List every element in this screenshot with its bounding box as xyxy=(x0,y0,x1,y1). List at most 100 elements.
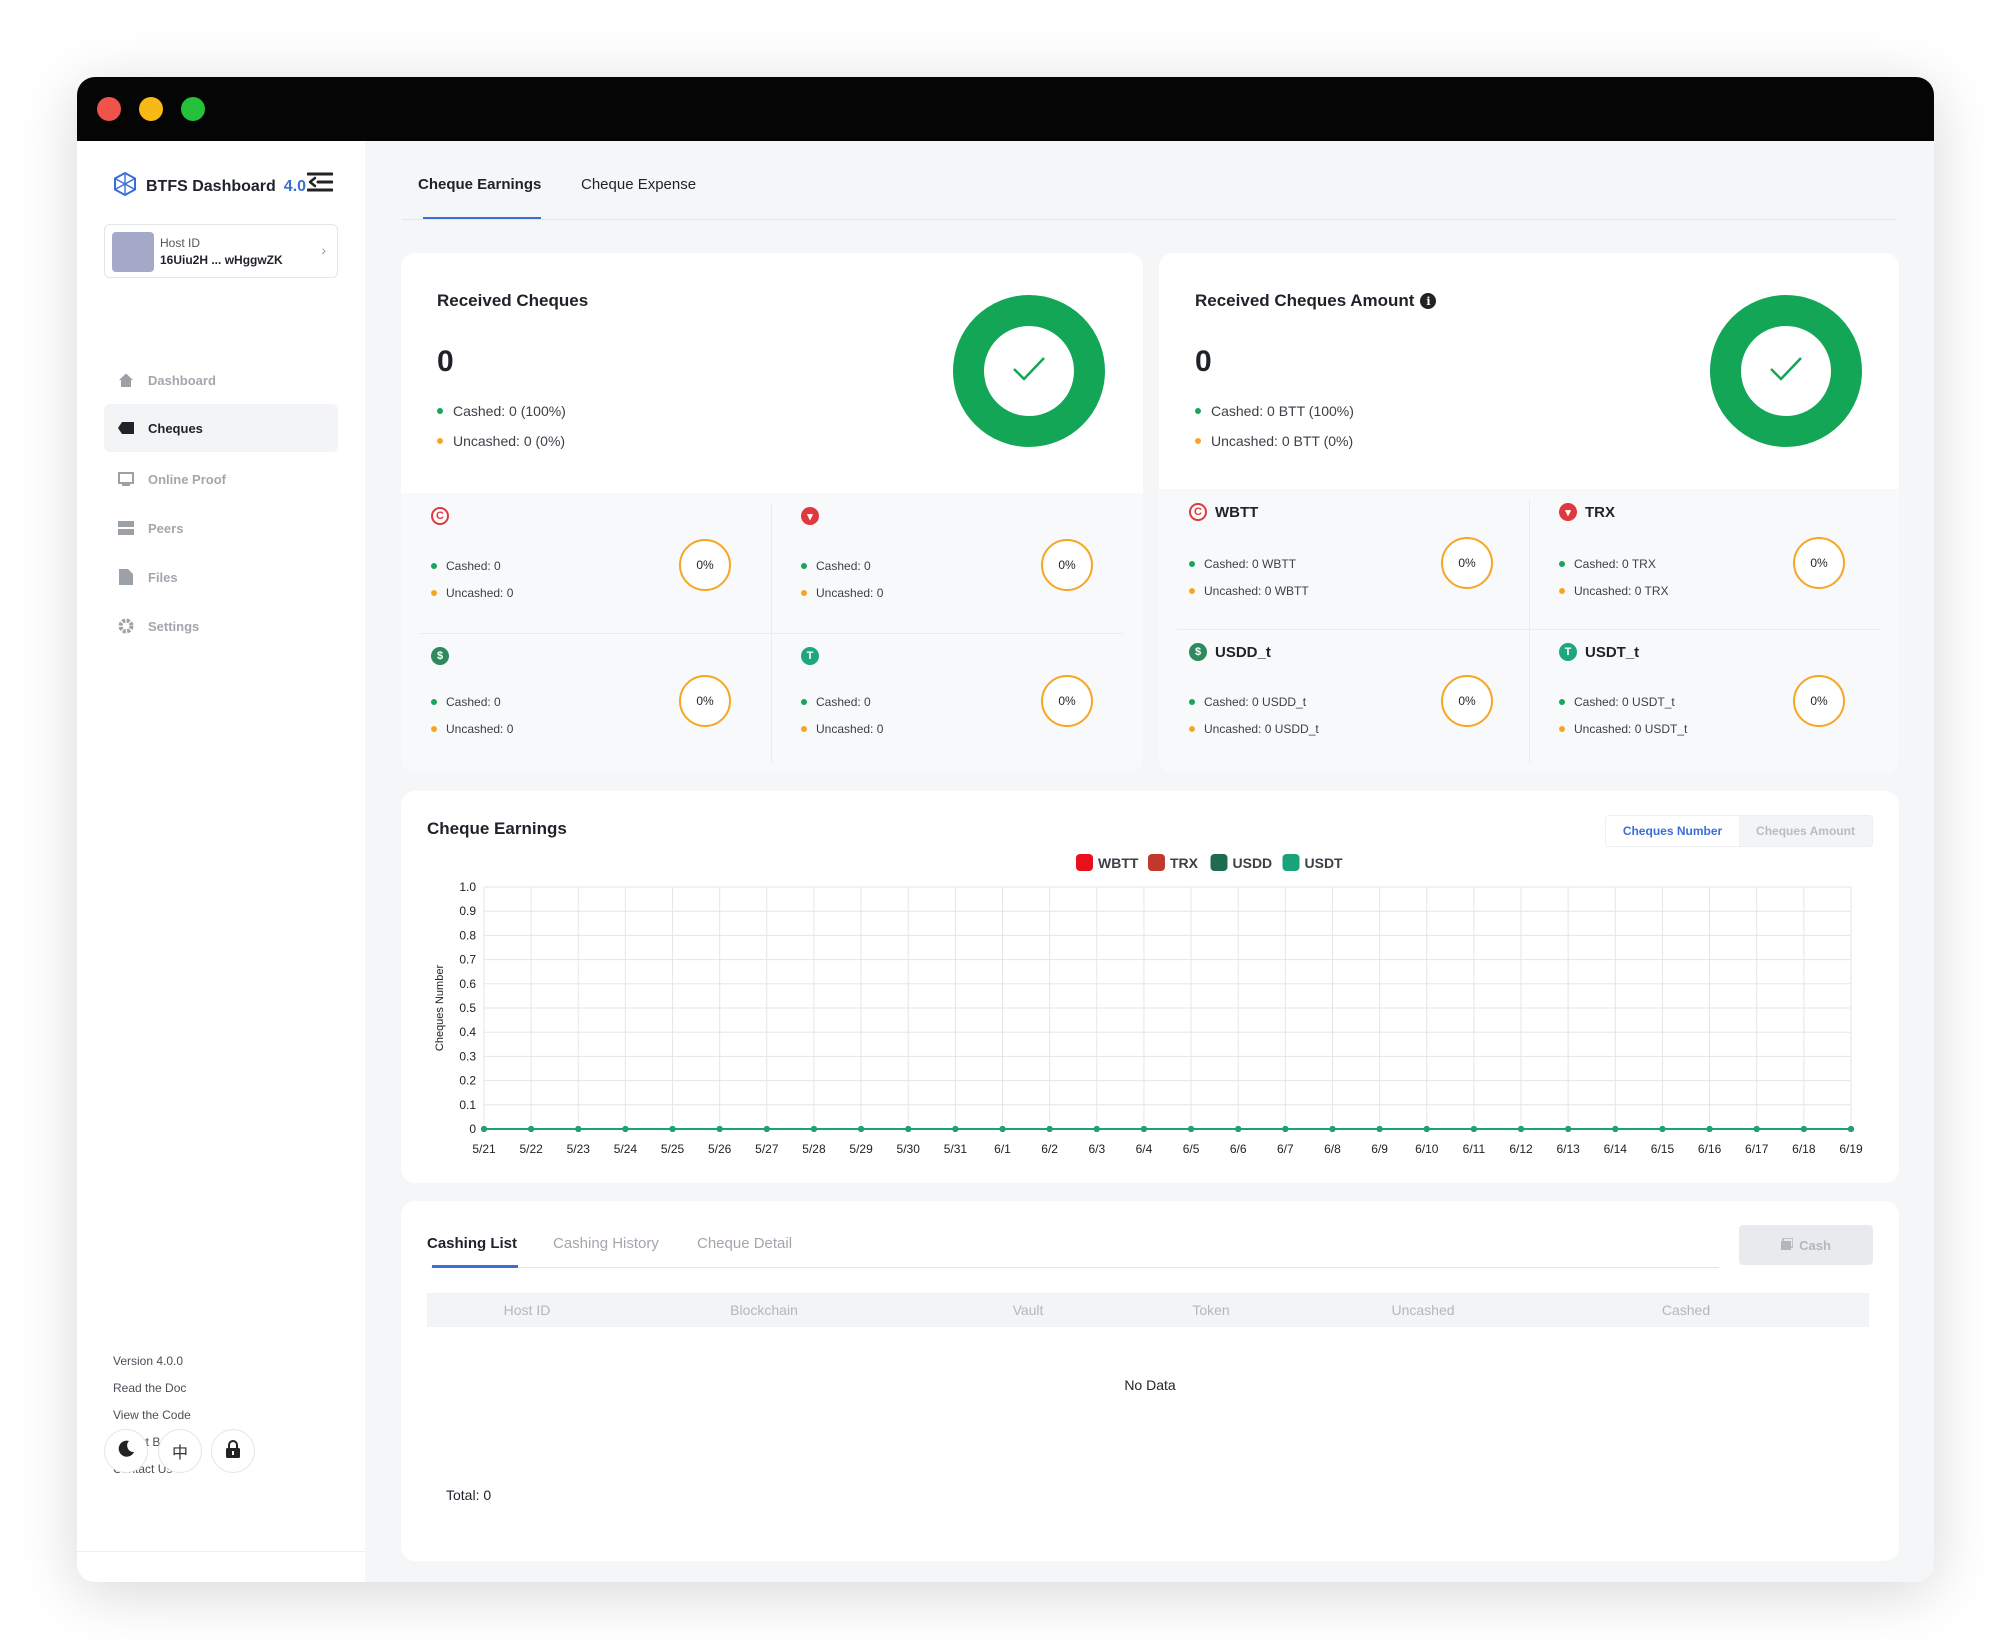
cash-icon xyxy=(1781,1236,1794,1253)
data-point-usdt xyxy=(622,1126,629,1132)
tab-cashing-list[interactable]: Cashing List xyxy=(427,1235,518,1252)
host-id-value: 16Uiu2H ... wHggwZK xyxy=(160,253,283,267)
tab-cheque-expense[interactable]: Cheque Expense xyxy=(581,176,697,193)
percent-badge: 0% xyxy=(1793,537,1845,589)
trx-icon: ▾ xyxy=(801,507,819,525)
cashed-ratio-donut xyxy=(953,295,1105,447)
home-icon xyxy=(118,372,134,388)
cheques-number-option[interactable]: Cheques Number xyxy=(1606,816,1739,846)
percent-badge: 0% xyxy=(1041,675,1093,727)
cashed-summary: Cashed: 0 (100%) xyxy=(437,403,566,419)
check-icon xyxy=(1769,356,1803,387)
y-tick-label: 0.5 xyxy=(459,1001,476,1015)
x-tick-label: 6/2 xyxy=(1041,1142,1058,1156)
collapse-sidebar-icon[interactable] xyxy=(306,171,334,193)
token-cell-usdd: $ Cashed: 0 Uncashed: 0 0% xyxy=(401,633,771,773)
view-the-code-link[interactable]: View the Code xyxy=(113,1408,191,1422)
chart-metric-toggle: Cheques Number Cheques Amount xyxy=(1605,815,1873,847)
nav-item-online-proof[interactable]: Online Proof xyxy=(104,455,338,503)
data-point-usdt xyxy=(999,1126,1006,1132)
gear-icon xyxy=(118,618,134,634)
maximize-window-button[interactable] xyxy=(181,97,205,121)
token-cell-trx: ▾ TRX Cashed: 0 TRX Uncashed: 0 TRX 0% xyxy=(1529,489,1899,629)
info-icon[interactable]: i xyxy=(1420,293,1437,309)
nav-item-dashboard[interactable]: Dashboard xyxy=(104,356,338,404)
y-tick-label: 0.1 xyxy=(459,1098,476,1112)
tab-cashing-history[interactable]: Cashing History xyxy=(553,1235,659,1252)
y-tick-label: 1.0 xyxy=(459,880,476,894)
col-vault: Vault xyxy=(1012,1302,1044,1318)
y-axis-label: Cheques Number xyxy=(434,965,446,1052)
data-point-usdt xyxy=(1093,1126,1100,1132)
data-point-usdt xyxy=(575,1126,582,1132)
minimize-window-button[interactable] xyxy=(139,97,163,121)
cash-button[interactable]: Cash xyxy=(1739,1225,1873,1265)
wbtt-icon: C xyxy=(431,507,449,525)
nav-label: Files xyxy=(148,569,178,585)
read-the-doc-link[interactable]: Read the Doc xyxy=(113,1381,187,1395)
data-point-usdt xyxy=(1046,1126,1053,1132)
lock-icon xyxy=(225,1439,241,1463)
tab-cheque-earnings[interactable]: Cheque Earnings xyxy=(418,176,542,193)
token-cell-usdt: T USDT_t Cashed: 0 USDT_t Uncashed: 0 USD… xyxy=(1529,629,1899,773)
token-name: USDT_t xyxy=(1585,643,1640,661)
tabs-divider xyxy=(402,219,1896,220)
data-point-usdt xyxy=(1800,1126,1807,1132)
lock-button[interactable] xyxy=(211,1429,255,1473)
brand-version: 4.0 xyxy=(283,177,307,195)
tab-cheque-detail[interactable]: Cheque Detail xyxy=(697,1235,793,1252)
data-point-usdt xyxy=(1376,1126,1383,1132)
nav-label: Settings xyxy=(148,618,200,634)
percent-badge: 0% xyxy=(1793,675,1845,727)
nav-item-peers[interactable]: Peers xyxy=(104,504,338,552)
nav-label: Online Proof xyxy=(148,471,226,487)
x-tick-label: 5/23 xyxy=(567,1142,591,1156)
card-title-row: Received Cheques Amount i xyxy=(1195,291,1437,311)
data-point-usdt xyxy=(1140,1126,1147,1132)
check-icon xyxy=(1012,356,1046,387)
moon-icon xyxy=(117,1440,135,1463)
table-total: Total: 0 xyxy=(446,1487,492,1503)
data-point-usdt xyxy=(1518,1126,1525,1132)
nav-item-settings[interactable]: Settings xyxy=(104,602,338,650)
cashing-card: Cashing List Cashing History Cheque Deta… xyxy=(401,1201,1899,1561)
host-id-card[interactable]: Host ID 16Uiu2H ... wHggwZK › xyxy=(104,224,338,278)
y-tick-label: 0.6 xyxy=(459,977,476,991)
data-point-usdt xyxy=(1659,1126,1666,1132)
active-tab-indicator xyxy=(432,1265,518,1268)
dark-mode-button[interactable] xyxy=(104,1429,148,1473)
cashed-summary: Cashed: 0 BTT (100%) xyxy=(1195,403,1354,419)
version-text: Version 4.0.0 xyxy=(113,1354,184,1368)
sidebar: BTFS Dashboard 4.0 Host ID 16Uiu2H ... w… xyxy=(77,141,365,1582)
x-tick-label: 5/30 xyxy=(897,1142,921,1156)
x-tick-label: 5/22 xyxy=(519,1142,543,1156)
col-host-id: Host ID xyxy=(503,1302,551,1318)
total-amount: 0 xyxy=(1195,345,1212,378)
close-window-button[interactable] xyxy=(97,97,121,121)
data-point-usdt xyxy=(810,1126,817,1132)
token-cell-wbtt: C Cashed: 0 Uncashed: 0 0% xyxy=(401,493,771,633)
wbtt-icon: C xyxy=(1189,503,1207,521)
x-tick-label: 5/31 xyxy=(944,1142,968,1156)
data-point-usdt xyxy=(1753,1126,1760,1132)
data-point-usdt xyxy=(1329,1126,1336,1132)
uncashed-summary: Uncashed: 0 (0%) xyxy=(437,433,565,449)
cheques-amount-option[interactable]: Cheques Amount xyxy=(1739,816,1872,846)
x-tick-label: 6/10 xyxy=(1415,1142,1439,1156)
token-name: USDD_t xyxy=(1215,643,1271,661)
x-tick-label: 6/8 xyxy=(1324,1142,1341,1156)
x-tick-label: 6/12 xyxy=(1509,1142,1533,1156)
uncashed-summary: Uncashed: 0 BTT (0%) xyxy=(1195,433,1353,449)
col-blockchain: Blockchain xyxy=(730,1302,798,1318)
token-name: TRX xyxy=(1585,503,1615,521)
nav-item-files[interactable]: Files xyxy=(104,553,338,601)
nav-item-cheques[interactable]: Cheques xyxy=(104,404,338,452)
y-tick-label: 0.9 xyxy=(459,904,476,918)
data-point-usdt xyxy=(1188,1126,1195,1132)
language-button[interactable]: 中 xyxy=(158,1429,202,1473)
x-tick-label: 5/25 xyxy=(661,1142,685,1156)
received-cheques-card: Received Cheques 0 Cashed: 0 (100%) Unca… xyxy=(401,253,1143,773)
percent-badge: 0% xyxy=(679,539,731,591)
cashed-amount-donut xyxy=(1710,295,1862,447)
token-cell-usdt: T Cashed: 0 Uncashed: 0 0% xyxy=(771,633,1141,773)
